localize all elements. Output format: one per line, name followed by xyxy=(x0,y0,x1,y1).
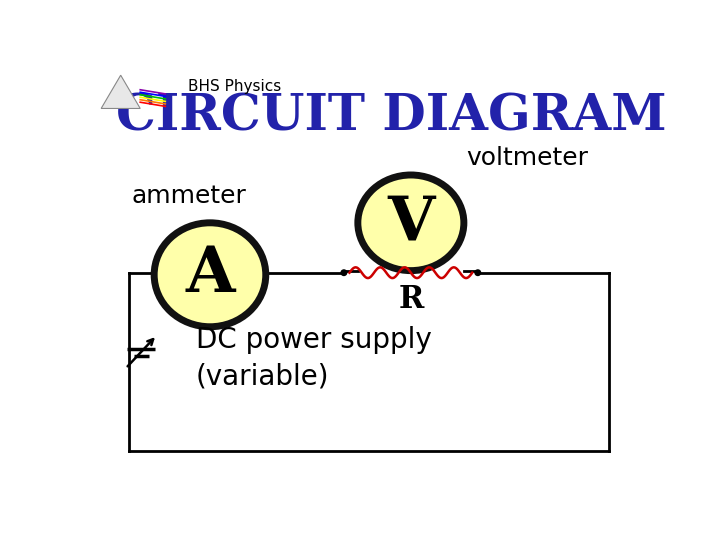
Text: voltmeter: voltmeter xyxy=(467,146,589,170)
Text: R: R xyxy=(398,284,423,315)
Text: A: A xyxy=(185,244,235,305)
Ellipse shape xyxy=(154,223,266,327)
Text: DC power supply
(variable): DC power supply (variable) xyxy=(196,326,432,390)
Ellipse shape xyxy=(475,270,481,275)
Polygon shape xyxy=(101,75,140,109)
Text: V: V xyxy=(387,193,435,253)
Text: BHS Physics: BHS Physics xyxy=(188,79,281,94)
Text: ammeter: ammeter xyxy=(132,184,247,208)
Ellipse shape xyxy=(358,175,464,271)
Ellipse shape xyxy=(341,270,347,275)
Text: CIRCUIT DIAGRAM: CIRCUIT DIAGRAM xyxy=(116,92,667,141)
